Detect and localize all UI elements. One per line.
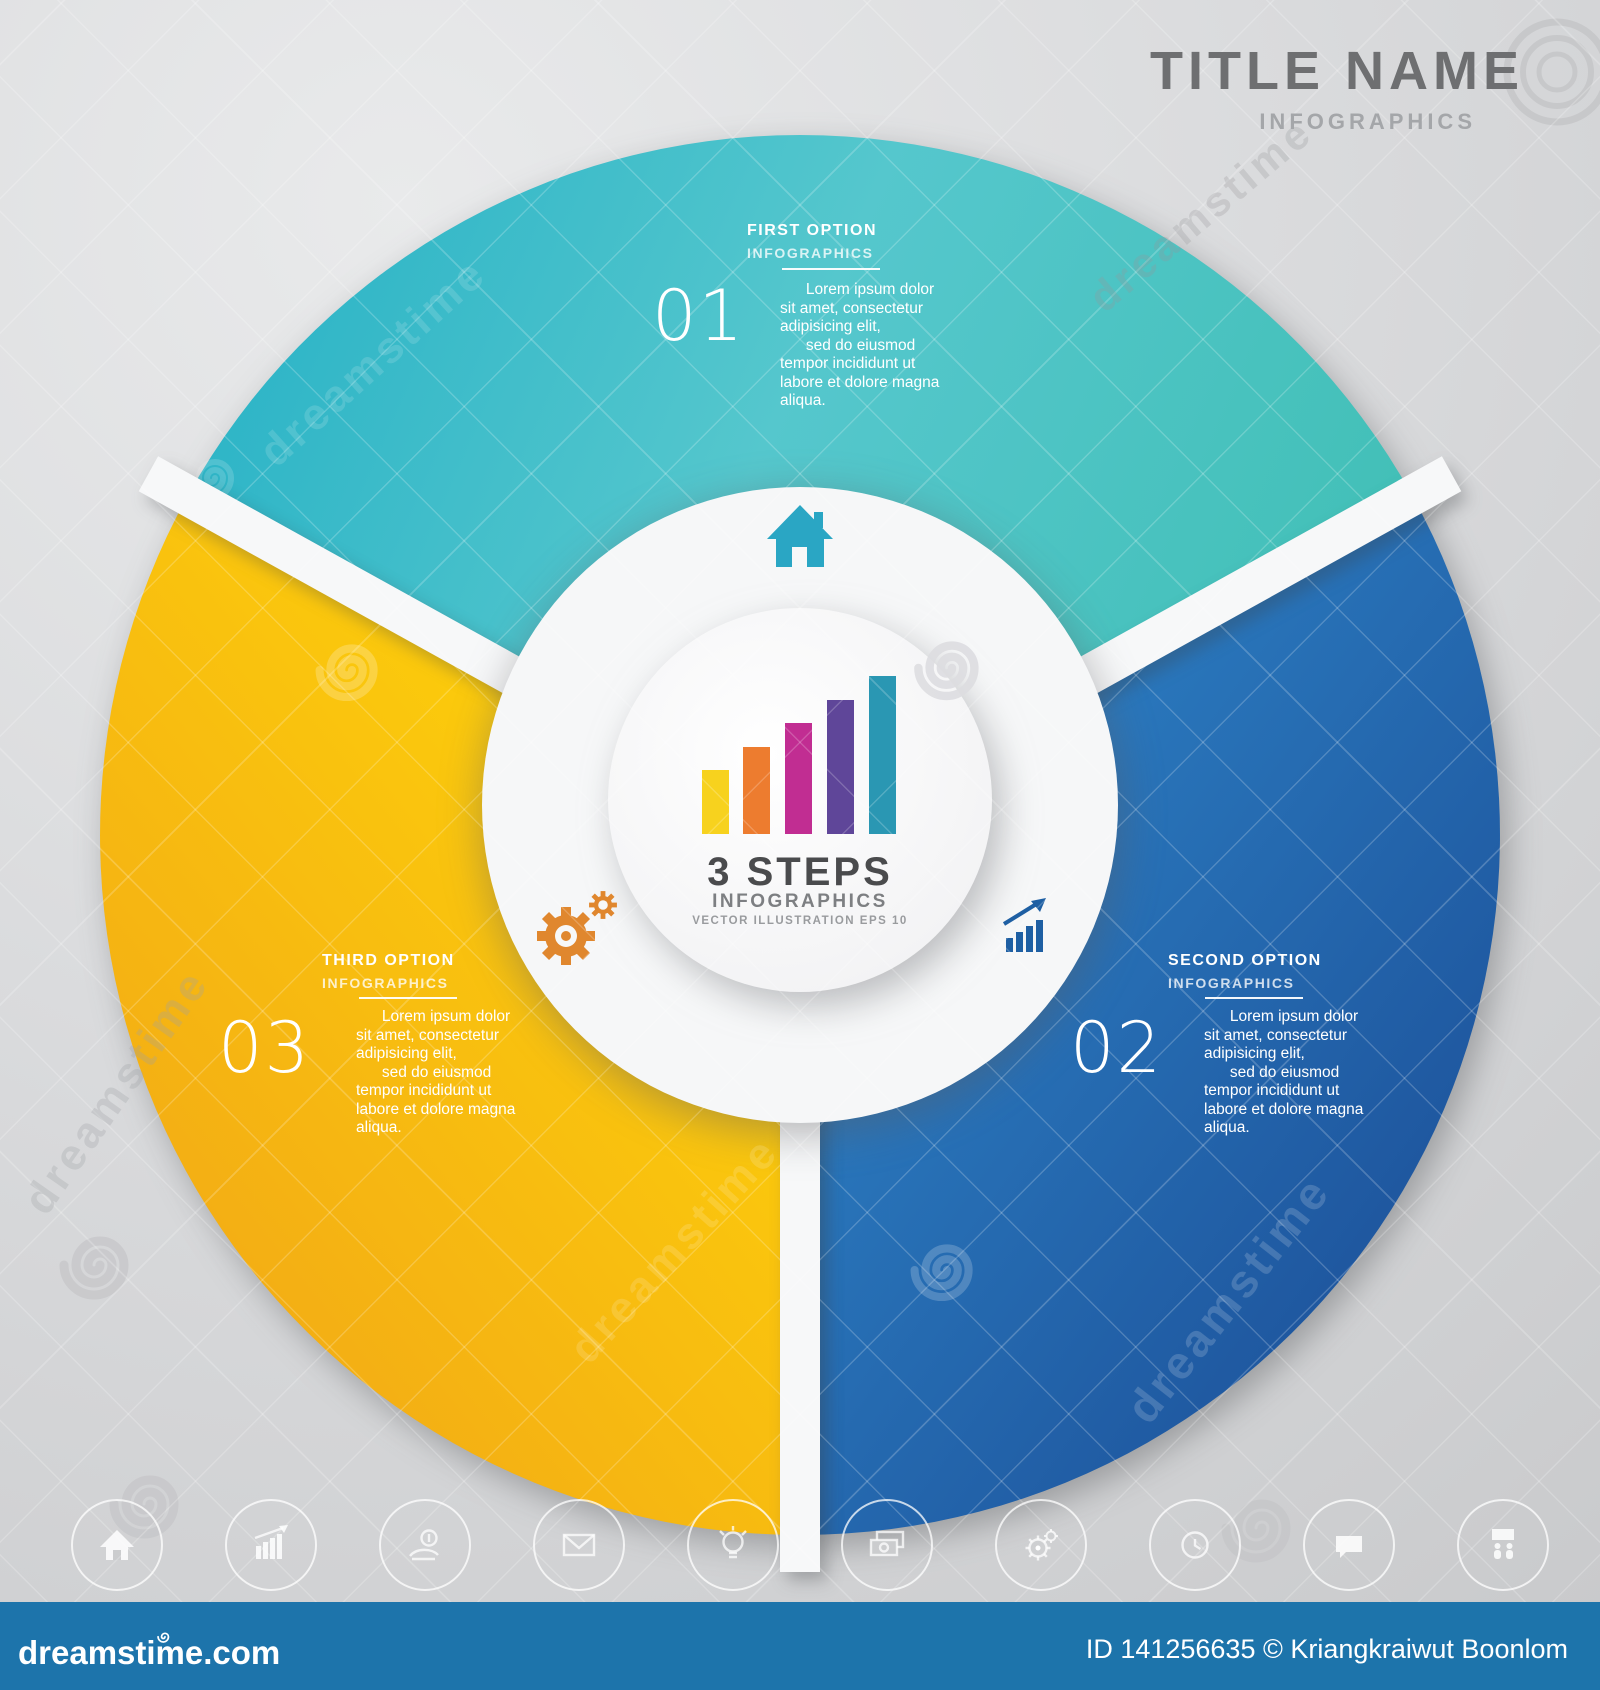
center-bar bbox=[869, 676, 896, 834]
presentation-icon bbox=[1457, 1499, 1549, 1591]
option-3-divider bbox=[359, 997, 457, 999]
home-icon bbox=[71, 1499, 163, 1591]
center-bar bbox=[702, 770, 729, 834]
bottom-icon-row bbox=[71, 1499, 1549, 1591]
chat-icon bbox=[1303, 1499, 1395, 1591]
growth-chart-icon bbox=[1002, 898, 1046, 952]
money-icon bbox=[841, 1499, 933, 1591]
dreamstime-logo: dreamstime.com bbox=[18, 1634, 281, 1671]
option-1-number: 01 bbox=[652, 275, 746, 357]
option-2-subtitle: INFOGRAPHICS bbox=[1168, 975, 1295, 991]
mail-icon bbox=[533, 1499, 625, 1591]
center-heading: 3 STEPS bbox=[707, 850, 893, 894]
clock-icon bbox=[1149, 1499, 1241, 1591]
option-3-title: THIRD OPTION bbox=[322, 952, 455, 969]
center-bar bbox=[743, 747, 770, 834]
lightbulb-icon bbox=[687, 1499, 779, 1591]
option-3-body: Lorem ipsum dolor sit amet, consectetur … bbox=[356, 1008, 516, 1136]
center-bar bbox=[827, 700, 854, 834]
option-1-subtitle: INFOGRAPHICS bbox=[747, 245, 874, 261]
center-caption: VECTOR ILLUSTRATION EPS 10 bbox=[692, 915, 908, 927]
emblem-watermark-icon bbox=[1503, 18, 1600, 126]
page-subtitle: INFOGRAPHICS bbox=[1259, 109, 1476, 134]
page-title: TITLE NAME bbox=[1150, 41, 1524, 101]
option-3-subtitle: INFOGRAPHICS bbox=[322, 975, 449, 991]
image-credit: ID 141256635 © Kriangkraiwut Boonlom bbox=[1085, 1634, 1568, 1664]
gears-icon bbox=[995, 1499, 1087, 1591]
option-2-body: Lorem ipsum dolor sit amet, consectetur … bbox=[1204, 1008, 1364, 1136]
option-1-body: Lorem ipsum dolor sit amet, consectetur … bbox=[780, 281, 940, 409]
bar-chart-icon bbox=[702, 676, 896, 834]
option-2-number: 02 bbox=[1070, 1007, 1164, 1089]
center-bar bbox=[785, 723, 812, 834]
option-1-title: FIRST OPTION bbox=[747, 222, 877, 239]
hand-coin-icon bbox=[379, 1499, 471, 1591]
gears-icon bbox=[537, 891, 617, 965]
option-2-title: SECOND OPTION bbox=[1168, 952, 1322, 969]
home-icon bbox=[767, 505, 833, 567]
footer-bar bbox=[0, 1602, 1600, 1690]
center-subheading: INFOGRAPHICS bbox=[712, 891, 888, 912]
option-3-number: 03 bbox=[218, 1007, 312, 1089]
option-2-divider bbox=[1205, 997, 1303, 999]
growth-chart-icon bbox=[225, 1499, 317, 1591]
option-1-divider bbox=[782, 268, 880, 270]
logo-spiral-icon bbox=[157, 1632, 170, 1643]
